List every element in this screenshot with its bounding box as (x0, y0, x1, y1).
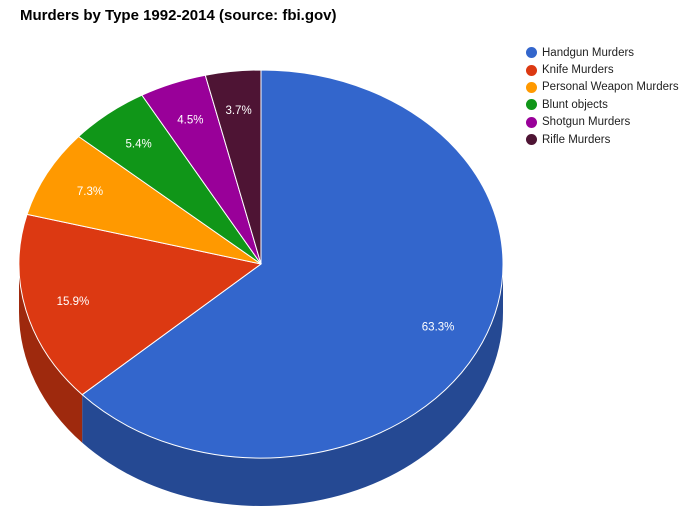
legend-label-4: Shotgun Murders (542, 116, 631, 129)
slice-label-2: 7.3% (77, 186, 103, 198)
legend-swatch-5 (526, 134, 537, 146)
pie-side-0 (82, 264, 504, 506)
pie-slice-5[interactable] (204, 69, 262, 265)
legend-swatch-4 (526, 116, 537, 128)
pie-slice-0[interactable] (81, 69, 504, 459)
legend-swatch-2 (526, 81, 537, 93)
legend-item-3[interactable]: Blunt objects (526, 96, 679, 113)
legend-swatch-3 (526, 99, 537, 111)
legend-label-2: Personal Weapon Murders (542, 81, 679, 94)
pie-slice-1[interactable] (18, 213, 263, 396)
legend: Handgun Murders Knife Murders Personal Wea… (526, 44, 679, 148)
legend-item-4[interactable]: Shotgun Murders (526, 114, 679, 131)
legend-item-5[interactable]: Rifle Murders (526, 131, 679, 148)
legend-label-5: Rifle Murders (542, 133, 611, 146)
slice-label-0: 63.3% (422, 322, 455, 334)
slice-label-3: 5.4% (126, 139, 152, 151)
slice-label-4: 4.5% (177, 114, 203, 126)
slice-label-1: 15.9% (57, 296, 90, 308)
legend-swatch-1 (526, 64, 537, 76)
pie-side-1 (19, 264, 83, 443)
pie-slice-2[interactable] (26, 135, 262, 265)
legend-label-1: Knife Murders (542, 64, 614, 77)
legend-item-2[interactable]: Personal Weapon Murders (526, 79, 679, 96)
legend-item-1[interactable]: Knife Murders (526, 61, 679, 78)
chart-title: Murders by Type 1992-2014 (source: fbi.g… (20, 7, 337, 24)
legend-swatch-0 (526, 47, 537, 59)
slice-label-5: 3.7% (225, 105, 251, 117)
legend-label-0: Handgun Murders (542, 46, 635, 59)
legend-label-3: Blunt objects (542, 98, 608, 111)
legend-item-0[interactable]: Handgun Murders (526, 44, 679, 61)
